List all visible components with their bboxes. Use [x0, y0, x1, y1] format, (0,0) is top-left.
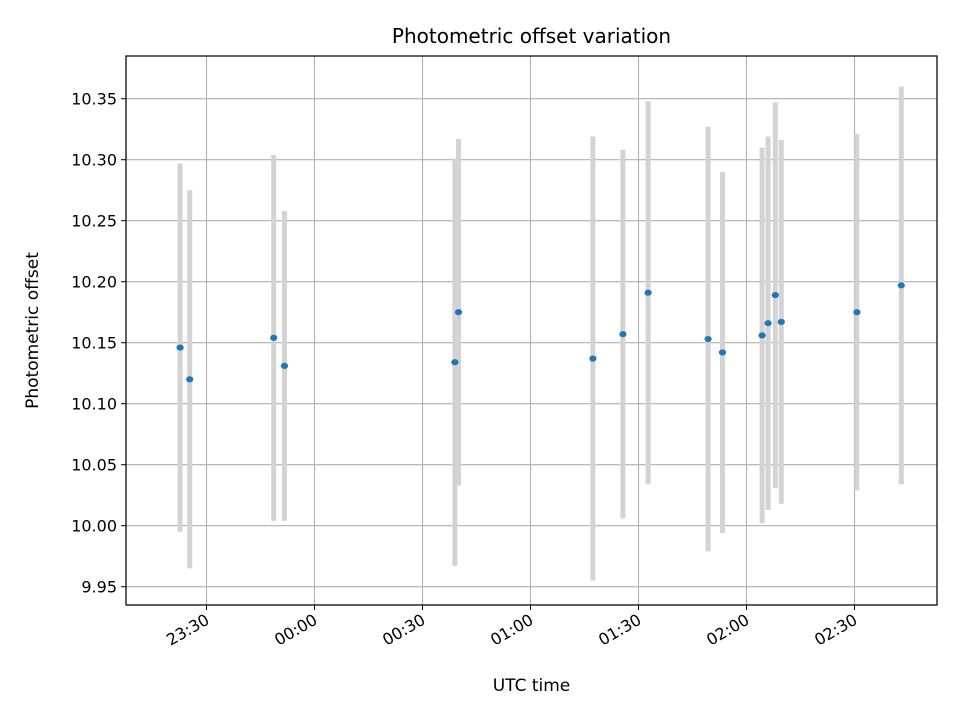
data-point: [270, 334, 278, 341]
data-point: [186, 376, 194, 383]
y-tick-label: 10.35: [71, 90, 117, 109]
y-axis-label: Photometric offset: [23, 252, 43, 409]
y-tick-label: 10.30: [71, 151, 117, 170]
y-tick-label: 10.20: [71, 273, 117, 292]
y-tick-label: 10.25: [71, 212, 117, 231]
y-tick-label: 9.95: [81, 578, 117, 597]
y-axis-ticks: 9.95 10.00 10.05 10.10 10.15 10.20 10.25 10.30 1…: [71, 90, 126, 597]
data-point: [619, 331, 627, 338]
y-tick-label: 10.05: [71, 456, 117, 475]
data-point: [704, 335, 712, 343]
y-tick-label: 10.00: [71, 517, 117, 536]
data-points: [176, 282, 905, 383]
chart-title: Photometric offset variation: [392, 24, 671, 48]
data-point: [897, 282, 905, 289]
grid: [126, 56, 937, 605]
y-tick-label: 10.10: [71, 395, 117, 414]
data-point: [777, 318, 785, 326]
data-point: [853, 309, 861, 316]
data-point: [771, 292, 779, 299]
data-point: [764, 320, 772, 327]
data-point: [451, 359, 459, 366]
x-axis-label: UTC time: [493, 676, 571, 696]
data-point: [589, 355, 597, 362]
data-point: [718, 349, 727, 356]
data-point: [758, 332, 766, 339]
y-tick-label: 10.15: [71, 334, 117, 353]
data-point: [454, 309, 463, 316]
data-point: [280, 362, 289, 369]
data-point: [644, 289, 652, 296]
data-point: [176, 344, 184, 351]
plot-frame: [125, 55, 938, 606]
